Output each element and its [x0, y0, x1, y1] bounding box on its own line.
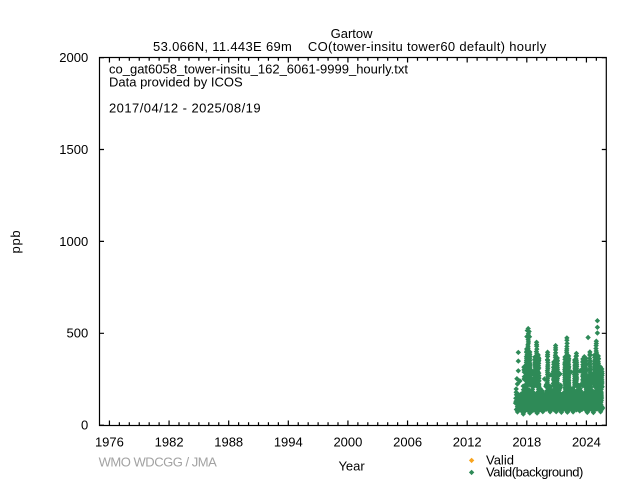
svg-text:1500: 1500 [59, 142, 88, 157]
svg-text:0: 0 [81, 418, 88, 433]
svg-text:2012: 2012 [453, 434, 482, 449]
svg-text:Valid: Valid [486, 452, 514, 467]
svg-text:Valid(background): Valid(background) [486, 465, 583, 480]
svg-text:ppb: ppb [8, 230, 23, 254]
svg-text:2000: 2000 [333, 434, 362, 449]
svg-text:Gartow: Gartow [331, 26, 374, 41]
svg-text:2000: 2000 [59, 50, 88, 65]
svg-text:2006: 2006 [393, 434, 422, 449]
svg-text:Year: Year [338, 459, 365, 474]
svg-text:1994: 1994 [274, 434, 303, 449]
svg-text:500: 500 [66, 326, 88, 341]
svg-text:2024: 2024 [572, 434, 601, 449]
svg-text:co_gat6058_tower-insitu_162_60: co_gat6058_tower-insitu_162_6061-9999_ho… [109, 62, 408, 77]
svg-text:1000: 1000 [59, 234, 88, 249]
svg-text:53.066N, 11.443E 69m CO(tow: 53.066N, 11.443E 69m CO(tower-insitu tow… [153, 39, 547, 54]
svg-text:2017/04/12 - 2025/08/19: 2017/04/12 - 2025/08/19 [109, 101, 261, 116]
svg-text:Data provided by ICOS: Data provided by ICOS [109, 75, 243, 90]
svg-text:WMO WDCGG / JMA: WMO WDCGG / JMA [99, 455, 218, 470]
svg-text:2018: 2018 [512, 434, 541, 449]
svg-text:1976: 1976 [95, 434, 124, 449]
svg-text:1982: 1982 [155, 434, 184, 449]
svg-text:1988: 1988 [214, 434, 243, 449]
